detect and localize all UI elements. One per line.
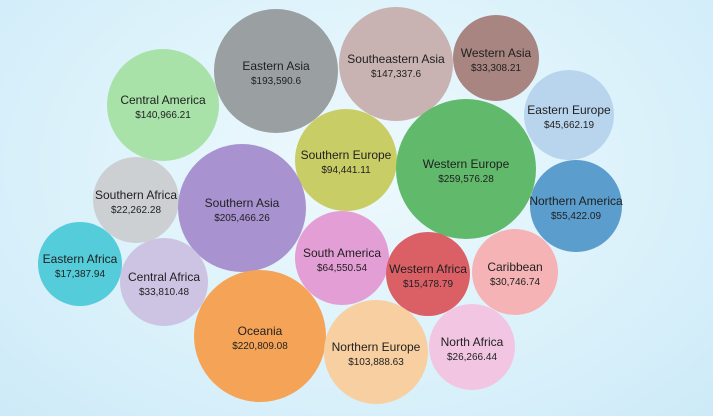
- bubble-value-southern-africa: $22,262.28: [111, 205, 161, 216]
- bubble-value-south-america: $64,550.54: [317, 263, 367, 274]
- bubble-circle-northern-europe[interactable]: [324, 300, 428, 404]
- bubble-circle-southeastern-asia[interactable]: [339, 7, 453, 121]
- bubble-caribbean[interactable]: Caribbean $30,746.74: [472, 229, 558, 315]
- bubble-eastern-africa[interactable]: Eastern Africa $17,387.94: [38, 222, 122, 306]
- bubble-circle-western-europe[interactable]: [396, 99, 536, 239]
- bubble-central-africa[interactable]: Central Africa $33,810.48: [120, 238, 208, 326]
- bubble-label-northern-america: Northern America: [529, 194, 623, 208]
- bubble-circle-north-africa[interactable]: [429, 304, 515, 390]
- bubble-southern-africa[interactable]: Southern Africa $22,262.28: [93, 157, 179, 243]
- bubble-value-northern-america: $55,422.09: [551, 211, 601, 222]
- bubble-value-southern-asia: $205,466.26: [214, 213, 270, 224]
- bubble-label-central-america: Central America: [120, 93, 206, 107]
- bubble-north-africa[interactable]: North Africa $26,266.44: [429, 304, 515, 390]
- bubble-value-eastern-africa: $17,387.94: [55, 269, 105, 280]
- bubble-circle-oceania[interactable]: [194, 270, 326, 402]
- bubble-label-eastern-europe: Eastern Europe: [527, 103, 611, 117]
- bubble-value-caribbean: $30,746.74: [490, 277, 540, 288]
- bubble-value-oceania: $220,809.08: [232, 341, 288, 352]
- bubble-circle-eastern-asia[interactable]: [214, 9, 338, 133]
- bubble-southeastern-asia[interactable]: Southeastern Asia $147,337.6: [339, 7, 453, 121]
- bubble-western-europe[interactable]: Western Europe $259,576.28: [396, 99, 536, 239]
- bubble-value-eastern-asia: $193,590.6: [251, 76, 301, 87]
- bubble-value-eastern-europe: $45,662.19: [544, 120, 594, 131]
- bubble-label-southeastern-asia: Southeastern Asia: [347, 52, 445, 66]
- bubble-circle-eastern-europe[interactable]: [524, 70, 614, 160]
- bubble-label-western-europe: Western Europe: [423, 157, 510, 171]
- bubble-value-western-africa: $15,478.79: [403, 279, 453, 290]
- bubble-label-caribbean: Caribbean: [487, 260, 542, 274]
- bubble-value-western-asia: $33,308.21: [471, 63, 521, 74]
- bubble-label-southern-europe: Southern Europe: [301, 148, 392, 162]
- bubble-value-southeastern-asia: $147,337.6: [371, 69, 421, 80]
- bubble-label-south-america: South America: [303, 246, 381, 260]
- bubble-northern-america[interactable]: Northern America $55,422.09: [529, 160, 623, 252]
- bubble-circle-western-asia[interactable]: [453, 15, 539, 101]
- bubble-circle-western-africa[interactable]: [386, 232, 470, 316]
- bubble-circle-central-america[interactable]: [107, 49, 219, 161]
- bubble-circle-southern-europe[interactable]: [295, 109, 397, 211]
- bubble-value-western-europe: $259,576.28: [438, 174, 494, 185]
- bubble-circle-caribbean[interactable]: [472, 229, 558, 315]
- bubble-label-western-asia: Western Asia: [461, 46, 532, 60]
- bubble-label-western-africa: Western Africa: [389, 262, 467, 276]
- bubble-circle-southern-asia[interactable]: [178, 144, 306, 272]
- bubble-value-north-africa: $26,266.44: [447, 352, 497, 363]
- bubble-label-central-africa: Central Africa: [128, 270, 200, 284]
- bubble-south-america[interactable]: South America $64,550.54: [295, 211, 389, 305]
- bubble-circle-central-africa[interactable]: [120, 238, 208, 326]
- bubble-circle-southern-africa[interactable]: [93, 157, 179, 243]
- bubble-eastern-asia[interactable]: Eastern Asia $193,590.6: [214, 9, 338, 133]
- bubble-value-southern-europe: $94,441.11: [321, 165, 371, 176]
- bubble-label-southern-africa: Southern Africa: [95, 188, 177, 202]
- bubble-circle-northern-america[interactable]: [530, 160, 622, 252]
- bubble-circle-eastern-africa[interactable]: [38, 222, 122, 306]
- bubble-label-oceania: Oceania: [238, 324, 283, 338]
- bubble-value-northern-europe: $103,888.63: [348, 357, 404, 368]
- bubble-value-central-africa: $33,810.48: [139, 287, 189, 298]
- bubble-eastern-europe[interactable]: Eastern Europe $45,662.19: [524, 70, 614, 160]
- bubble-southern-europe[interactable]: Southern Europe $94,441.11: [295, 109, 397, 211]
- bubble-value-central-america: $140,966.21: [135, 110, 191, 121]
- bubble-oceania[interactable]: Oceania $220,809.08: [194, 270, 326, 402]
- bubble-circle-south-america[interactable]: [295, 211, 389, 305]
- bubble-label-north-africa: North Africa: [441, 335, 504, 349]
- bubble-label-eastern-asia: Eastern Asia: [242, 59, 310, 73]
- bubble-label-eastern-africa: Eastern Africa: [43, 252, 118, 266]
- bubble-label-northern-europe: Northern Europe: [332, 340, 421, 354]
- bubble-label-southern-asia: Southern Asia: [205, 196, 280, 210]
- bubble-northern-europe[interactable]: Northern Europe $103,888.63: [324, 300, 428, 404]
- bubble-central-america[interactable]: Central America $140,966.21: [107, 49, 219, 161]
- bubble-western-africa[interactable]: Western Africa $15,478.79: [386, 232, 470, 316]
- bubble-southern-asia[interactable]: Southern Asia $205,466.26: [178, 144, 306, 272]
- bubble-western-asia[interactable]: Western Asia $33,308.21: [453, 15, 539, 101]
